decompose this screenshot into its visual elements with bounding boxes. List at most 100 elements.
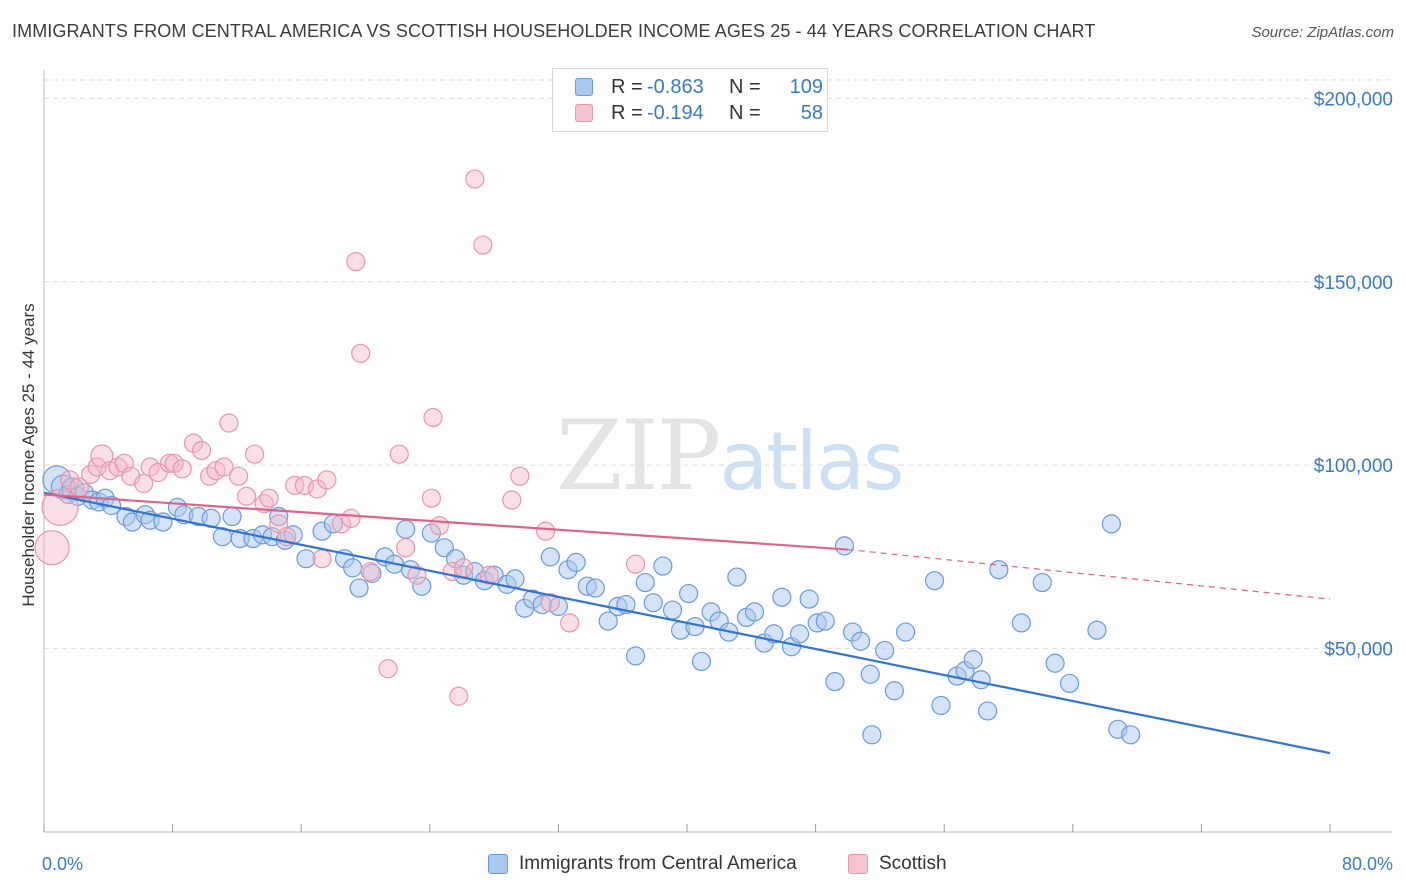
y-tick-label: $50,000 xyxy=(1324,640,1393,661)
legend-swatch-blue xyxy=(575,78,593,96)
point-scottish xyxy=(214,457,234,477)
point-scottish xyxy=(378,659,398,679)
point-scottish xyxy=(60,470,80,490)
point-scottish xyxy=(183,433,204,453)
point-central-america xyxy=(349,578,369,598)
point-central-america xyxy=(924,571,945,591)
point-central-america xyxy=(851,631,871,651)
point-scottish xyxy=(396,538,416,558)
point-scottish xyxy=(34,530,70,566)
point-central-america xyxy=(540,547,560,567)
tick-labels: $50,000 $100,000 $150,000 $200,000 0.0% 80.0%… xyxy=(19,89,1393,874)
point-scottish xyxy=(389,444,409,464)
point-central-america xyxy=(744,602,765,622)
trend-line-scottish xyxy=(43,493,848,551)
point-central-america xyxy=(896,622,916,642)
point-scottish xyxy=(360,561,380,582)
point-scottish xyxy=(449,686,469,706)
point-central-america xyxy=(643,593,663,613)
point-central-america xyxy=(269,506,289,527)
point-central-america xyxy=(653,556,673,576)
point-scottish xyxy=(219,413,239,433)
point-scottish xyxy=(259,488,279,508)
point-scottish xyxy=(625,554,646,574)
point-central-america xyxy=(396,519,416,539)
legend-swatch-pink xyxy=(575,104,593,122)
point-scottish xyxy=(502,490,522,510)
point-scottish xyxy=(294,475,315,495)
point-central-america xyxy=(862,725,882,745)
point-central-america xyxy=(566,552,586,572)
point-central-america xyxy=(834,536,855,556)
point-central-america xyxy=(1121,725,1141,745)
y-axis-title: Householder Income Ages 25 - 44 years xyxy=(19,303,38,606)
point-central-america xyxy=(1087,620,1107,640)
point-scottish xyxy=(228,466,249,486)
point-central-america xyxy=(421,523,442,543)
point-central-america xyxy=(691,651,712,672)
point-central-america xyxy=(1045,653,1065,673)
x-tick-label-max: 80.0% xyxy=(1342,854,1393,874)
point-scottish xyxy=(285,475,305,495)
watermark-zip: ZIP xyxy=(556,400,721,512)
point-central-america xyxy=(931,695,951,716)
point-scottish xyxy=(191,440,212,461)
point-scottish xyxy=(479,565,499,585)
point-central-america xyxy=(662,600,683,620)
source-credit: Source: ZipAtlas.com xyxy=(1251,24,1394,41)
correlation-legend: R = -0.863 N = 109 R = -0.194 N = 58 xyxy=(552,68,828,132)
legend-swatch-pink xyxy=(848,854,868,874)
data-points xyxy=(34,169,1141,745)
point-central-america xyxy=(875,640,895,661)
point-scottish xyxy=(510,466,530,486)
point-central-america xyxy=(764,624,784,644)
legend-r-label: R = xyxy=(611,76,643,98)
legend-n-label: N = xyxy=(729,76,761,98)
legend-label: Scottish xyxy=(879,853,947,874)
point-central-america xyxy=(585,578,605,598)
point-scottish xyxy=(244,444,265,464)
point-scottish xyxy=(81,464,101,484)
point-scottish xyxy=(560,613,580,633)
chart-title: IMMIGRANTS FROM CENTRAL AMERICA VS SCOTT… xyxy=(12,21,1096,41)
trend-line-central-america xyxy=(43,491,1331,755)
legend-swatch-blue xyxy=(488,854,508,874)
point-scottish xyxy=(473,235,493,255)
point-scottish xyxy=(134,473,154,494)
point-scottish xyxy=(172,459,192,479)
point-central-america xyxy=(635,572,655,593)
point-central-america xyxy=(884,681,904,701)
point-central-america xyxy=(625,646,646,666)
point-central-america xyxy=(505,569,525,589)
point-central-america xyxy=(679,583,699,604)
point-scottish xyxy=(423,407,443,428)
point-central-america xyxy=(296,549,316,569)
point-scottish xyxy=(421,488,442,508)
point-scottish xyxy=(317,470,337,490)
axes xyxy=(43,70,1392,833)
y-tick-label: $100,000 xyxy=(1314,456,1393,477)
point-central-america xyxy=(1032,572,1052,593)
point-scottish xyxy=(351,343,371,363)
watermark-atlas: atlas xyxy=(719,415,904,508)
point-scottish xyxy=(453,558,474,578)
point-scottish xyxy=(341,508,361,528)
point-central-america xyxy=(963,649,983,670)
point-central-america xyxy=(815,611,835,631)
y-tick-label: $150,000 xyxy=(1314,273,1393,294)
trend-lines xyxy=(43,491,1331,755)
x-tick-label-min: 0.0% xyxy=(42,854,83,874)
point-central-america xyxy=(825,671,845,692)
point-central-america xyxy=(989,560,1009,580)
point-central-america xyxy=(971,670,991,690)
point-central-america xyxy=(1101,514,1121,534)
point-scottish xyxy=(540,593,560,613)
point-scottish xyxy=(407,565,427,585)
grid-lines xyxy=(44,79,1392,650)
point-central-america xyxy=(772,587,792,607)
point-scottish xyxy=(429,516,450,536)
point-central-america xyxy=(222,506,242,527)
point-scottish xyxy=(535,521,556,541)
point-central-america xyxy=(1059,673,1080,694)
point-central-america xyxy=(978,701,998,721)
